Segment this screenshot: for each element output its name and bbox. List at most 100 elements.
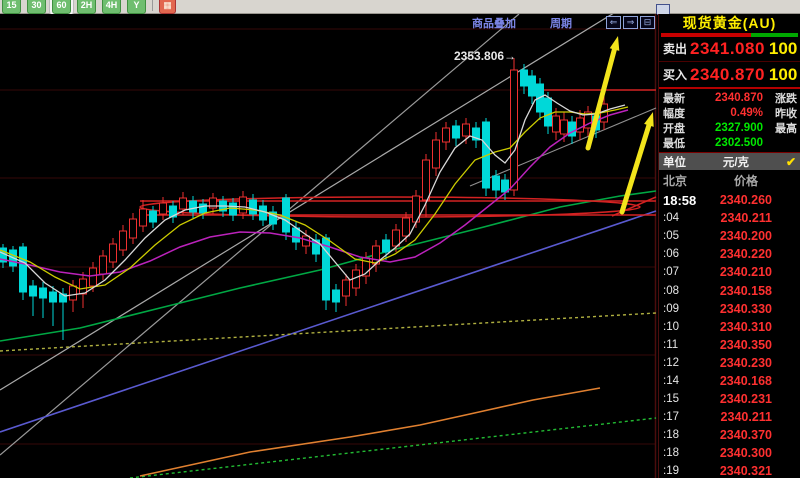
candle-body <box>510 69 518 191</box>
split-view-button[interactable]: ⊟ <box>640 16 655 29</box>
sell-label: 卖出 <box>663 42 688 56</box>
candle-body <box>528 75 536 97</box>
stat-label-right: 涨跌 <box>775 92 797 105</box>
tick-row: :10 2340.310 <box>659 318 800 336</box>
candle-body <box>402 217 410 237</box>
resistance-ellipse <box>139 196 641 218</box>
candle-body <box>282 197 290 233</box>
candle-body <box>552 115 560 133</box>
candle-body <box>249 199 257 215</box>
candle-body <box>472 127 480 141</box>
tick-row: :15 2340.231 <box>659 390 800 408</box>
candle-body <box>189 200 197 213</box>
candle-body <box>576 117 584 133</box>
white-ma-line <box>0 94 626 297</box>
nav-left-button[interactable]: ⇐ <box>606 16 621 29</box>
candle-body <box>259 205 267 221</box>
tick-row: :19 2340.321 <box>659 462 800 478</box>
tick-price: 2340.200 <box>719 229 772 244</box>
candle-body <box>129 218 137 239</box>
tick-time: :19 <box>663 465 679 478</box>
unit-selector-row[interactable]: 单位 元/克 ✔ <box>659 152 800 170</box>
candle-body <box>422 159 430 201</box>
tick-table-header: 北京 价格 <box>659 170 800 191</box>
timeframe-button-y[interactable]: Y <box>127 0 146 14</box>
peak-price-annotation: 2353.806→ <box>454 49 516 63</box>
tick-time: 18:58 <box>663 192 697 208</box>
buy-sell-ratio-bar <box>661 33 798 37</box>
candle-body <box>169 205 177 218</box>
sell-quote-row[interactable]: 卖出 2341.080 100 <box>659 37 800 60</box>
stat-label: 最新 <box>663 92 685 105</box>
stats-block: 最新 2340.870 涨跌 幅度 0.49% 昨收 开盘 2327.900 最高 最低 2302.… <box>659 90 800 150</box>
candle-body <box>239 196 247 214</box>
overlay-menu[interactable]: 商品叠加 <box>472 17 516 30</box>
candle-body <box>159 202 167 215</box>
candle-body <box>119 230 127 251</box>
candle-body <box>544 97 552 127</box>
buy-quote-row[interactable]: 买入 2340.870 100 <box>659 63 800 86</box>
green-dashed-trendline <box>129 417 657 478</box>
tick-row: :18 2340.370 <box>659 426 800 444</box>
tick-time: :17 <box>663 411 679 424</box>
candle-body <box>179 197 187 210</box>
candle-body <box>19 246 27 293</box>
timeframe-button-60[interactable]: 60 <box>50 0 73 16</box>
stat-row: 开盘 2327.900 最高 <box>659 120 800 135</box>
candle-body <box>312 239 320 255</box>
candle-body <box>568 121 576 137</box>
timeframe-button-4h[interactable]: 4H <box>102 0 121 14</box>
instrument-title: 现货黄金(AU) <box>682 15 777 31</box>
tick-time: :11 <box>663 338 679 351</box>
candlestick-chart[interactable]: 2353.806→ <box>0 14 657 478</box>
grid-layout-button[interactable]: ▦ <box>159 0 176 14</box>
candle-body <box>149 210 157 223</box>
yellow-dashed-trendline <box>0 312 657 352</box>
annotation-arrow-head <box>609 36 620 51</box>
tick-price: 2340.350 <box>719 337 772 352</box>
tick-row: :07 2340.210 <box>659 263 800 281</box>
gray-channel-1 <box>0 14 614 391</box>
gray-channel-3 <box>469 107 657 187</box>
candle-body <box>382 239 390 253</box>
timeframe-button-30[interactable]: 30 <box>27 0 46 14</box>
time-column-header: 北京 <box>663 174 688 188</box>
tick-time: :15 <box>663 393 679 406</box>
candle-body <box>442 127 450 143</box>
tick-time: :06 <box>663 248 679 261</box>
tick-row: :08 2340.158 <box>659 281 800 299</box>
unit-value: 元/克 <box>722 156 750 169</box>
annotation-arrow-shaft <box>619 122 652 215</box>
candle-body <box>392 229 400 247</box>
timeframe-toolbar: 15 30 60 2H 4H Y ▦ <box>0 0 800 16</box>
tick-price: 2340.158 <box>719 283 772 298</box>
quote-panel: 现货黄金(AU) 卖出 2341.080 100 买入 2340.870 100… <box>658 14 800 478</box>
timeframe-button-15[interactable]: 15 <box>2 0 21 14</box>
tick-row: :18 2340.300 <box>659 444 800 462</box>
yellow-ma-line <box>0 106 629 290</box>
sell-qty: 100 <box>768 38 798 58</box>
divider <box>659 61 800 62</box>
tick-price: 2340.330 <box>719 301 772 316</box>
timeframe-button-2h[interactable]: 2H <box>77 0 96 14</box>
candle-body <box>79 278 87 295</box>
tick-price: 2340.210 <box>719 265 772 280</box>
period-menu[interactable]: 周期 <box>550 17 572 30</box>
buy-qty: 100 <box>768 64 798 84</box>
buy-label: 买入 <box>663 68 688 82</box>
candle-body <box>29 285 37 297</box>
nav-right-button[interactable]: ⇒ <box>623 16 638 29</box>
candle-body <box>432 139 440 169</box>
buy-ratio-segment <box>751 33 798 37</box>
tick-price: 2340.230 <box>719 355 772 370</box>
tick-row: :14 2340.168 <box>659 372 800 390</box>
stat-row: 幅度 0.49% 昨收 <box>659 105 800 120</box>
gray-channel-2 <box>0 14 520 456</box>
tick-row: :04 2340.211 <box>659 209 800 227</box>
tick-price: 2340.168 <box>719 373 772 388</box>
tick-price: 2340.211 <box>720 211 772 226</box>
candle-body <box>109 243 117 263</box>
tick-row: :09 2340.330 <box>659 300 800 318</box>
candle-body <box>584 111 592 129</box>
candle-body <box>520 69 528 87</box>
